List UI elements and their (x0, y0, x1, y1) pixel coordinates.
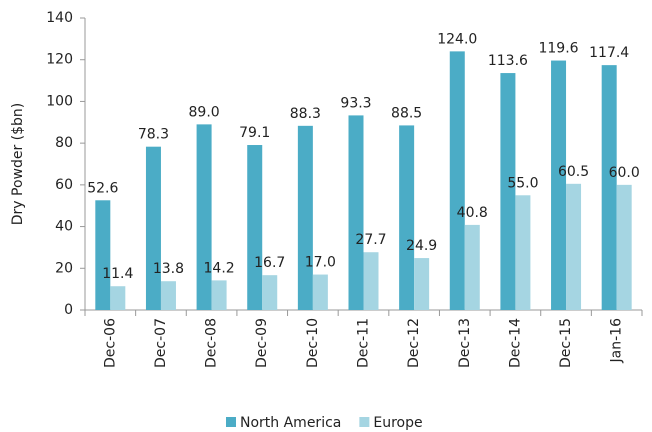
bar (211, 280, 227, 310)
data-label: 14.2 (204, 260, 235, 276)
x-tick-label: Dec-09 (254, 318, 270, 368)
data-label: 60.5 (558, 164, 589, 180)
bar (414, 258, 430, 310)
data-label: 93.3 (340, 95, 371, 111)
y-tick-label: 60 (55, 177, 73, 193)
bar (515, 195, 531, 310)
bar (464, 224, 480, 310)
y-tick-label: 80 (55, 135, 73, 151)
data-label: 27.7 (355, 232, 386, 248)
data-label: 78.3 (138, 127, 169, 143)
data-label: 17.0 (305, 255, 336, 271)
bar (566, 183, 582, 310)
data-label: 89.0 (189, 104, 220, 120)
data-label: 124.0 (437, 31, 477, 47)
legend-swatch (359, 417, 370, 427)
bar (160, 281, 176, 310)
data-label: 79.1 (239, 125, 270, 141)
data-label: 52.6 (87, 180, 118, 196)
bar (312, 274, 328, 310)
data-label: 60.0 (609, 165, 640, 181)
legend-label: North America (240, 415, 341, 431)
data-label: 55.0 (507, 175, 538, 191)
bar (348, 115, 364, 310)
data-label: 11.4 (102, 266, 133, 282)
bar (363, 252, 379, 310)
data-label: 13.8 (153, 261, 184, 277)
bar (551, 60, 567, 311)
bar (247, 145, 263, 310)
bar (95, 200, 111, 310)
x-tick-label: Dec-13 (457, 318, 473, 368)
bar (601, 65, 617, 310)
legend-swatch (226, 417, 236, 427)
bar (297, 125, 313, 311)
legend-label: Europe (373, 415, 422, 431)
y-tick-label: 120 (46, 52, 73, 68)
x-tick-label: Dec-15 (558, 318, 574, 368)
bar (262, 275, 278, 310)
x-tick-label: Jan-16 (609, 318, 625, 364)
y-tick-label: 20 (55, 260, 73, 276)
data-label: 40.8 (457, 205, 488, 221)
bar (500, 73, 516, 310)
y-tick-label: 140 (46, 10, 73, 26)
data-label: 88.5 (391, 105, 422, 121)
bar (399, 125, 415, 311)
x-tick-label: Dec-08 (204, 318, 220, 368)
bar (449, 51, 465, 310)
x-tick-label: Dec-12 (406, 318, 422, 368)
data-label: 113.6 (488, 53, 528, 69)
y-tick-label: 40 (55, 219, 73, 235)
x-tick-label: Dec-11 (356, 318, 372, 368)
x-tick-label: Dec-06 (102, 318, 118, 368)
x-tick-label: Dec-10 (305, 318, 321, 368)
data-label: 117.4 (589, 45, 629, 61)
data-label: 119.6 (538, 41, 578, 57)
x-tick-label: Dec-07 (153, 318, 169, 368)
y-tick-label: 100 (46, 93, 73, 109)
data-label: 88.3 (290, 106, 321, 122)
data-label: 24.9 (406, 238, 437, 254)
y-axis-label: Dry Powder ($bn) (10, 103, 26, 226)
data-label: 16.7 (254, 255, 285, 271)
y-tick-label: 0 (64, 302, 73, 318)
bar (196, 124, 212, 310)
bar (145, 146, 161, 310)
bar (110, 286, 126, 310)
bar (616, 184, 632, 310)
x-tick-label: Dec-14 (507, 318, 523, 368)
